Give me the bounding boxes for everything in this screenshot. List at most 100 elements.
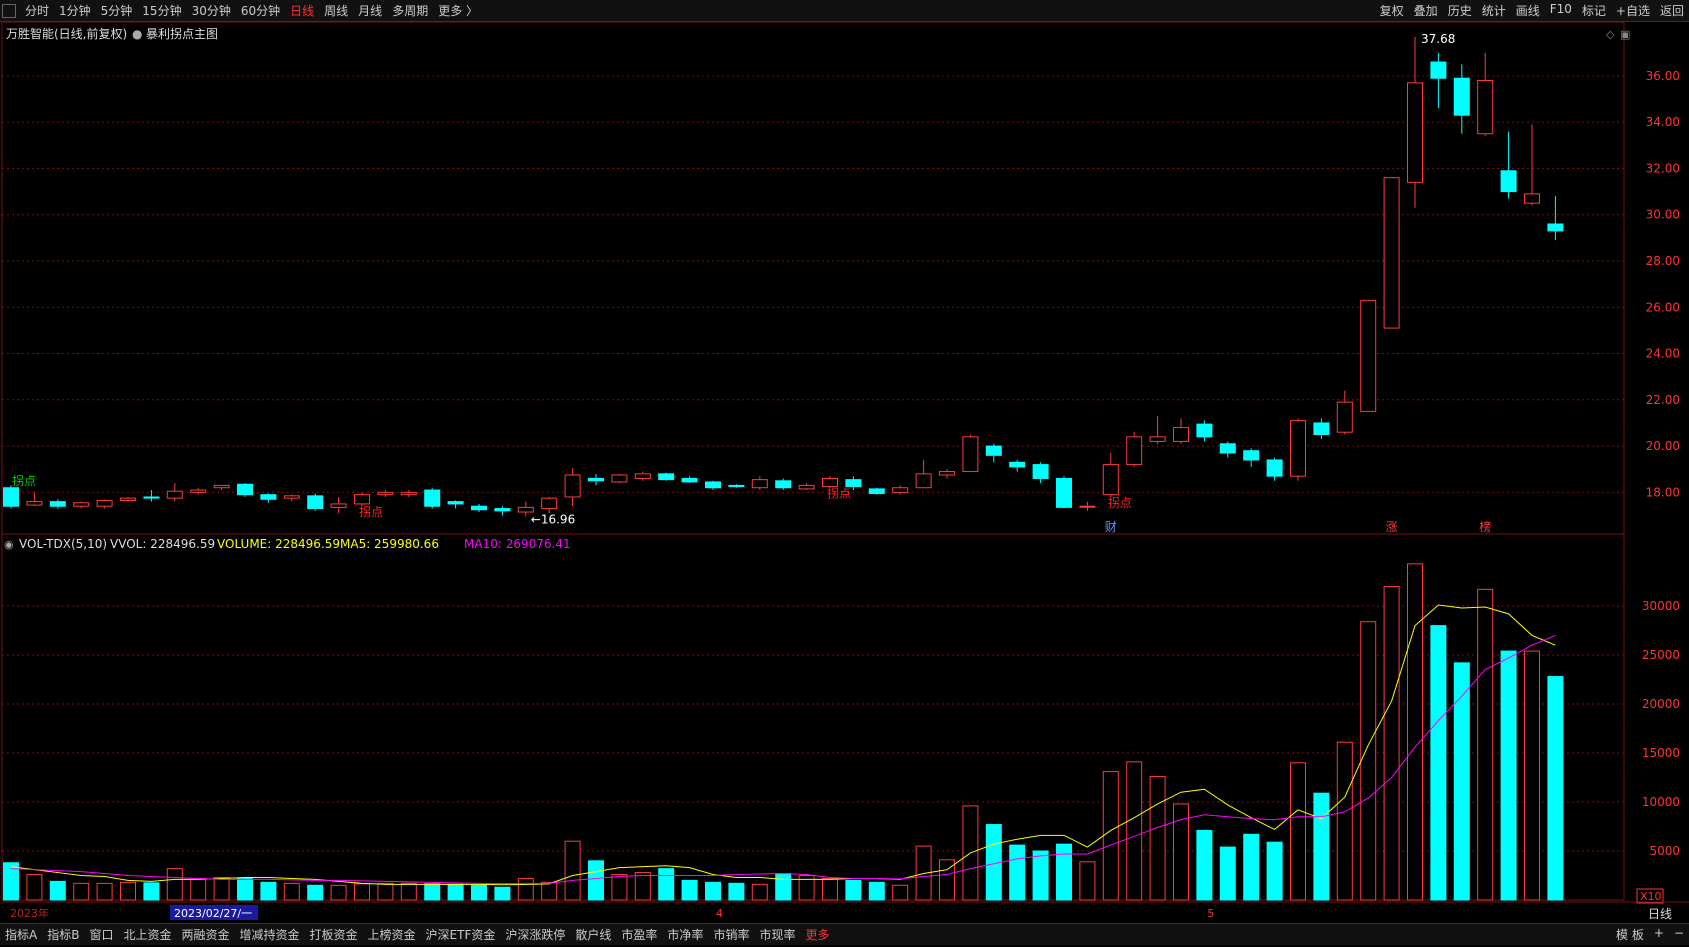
indicator-tab-4[interactable]: 两融资金: [181, 928, 230, 942]
volume-bar: [1149, 776, 1166, 901]
template-button-0[interactable]: 模 板: [1616, 928, 1644, 942]
volume-bar: [166, 868, 183, 901]
tool-button-0[interactable]: 复权: [1379, 4, 1404, 18]
volume-bar: [658, 868, 675, 901]
period-tab-1[interactable]: 1分钟: [59, 4, 91, 18]
indicator-tab-3[interactable]: 北上资金: [123, 928, 172, 942]
volume-bar: [494, 886, 511, 901]
template-button-1[interactable]: +: [1653, 926, 1664, 940]
candle-body: [237, 483, 253, 496]
indicator-tab-2[interactable]: 窗口: [89, 928, 114, 942]
candle-body: [775, 480, 792, 489]
high-price-label: 37.68: [1421, 32, 1455, 46]
volume-bar: [1266, 841, 1283, 901]
volume-bar: [1079, 861, 1096, 901]
candle-body: [1173, 427, 1189, 442]
volume-bar: [1430, 625, 1447, 901]
tool-button-4[interactable]: 画线: [1515, 4, 1540, 18]
candle-body: [1360, 299, 1377, 412]
candle-body: [190, 489, 207, 493]
tool-button-2[interactable]: 历史: [1447, 4, 1472, 18]
volume-bar: [751, 883, 768, 901]
volume-bar: [1500, 650, 1517, 901]
period-tab-5[interactable]: 60分钟: [240, 4, 281, 18]
candle-body: [377, 491, 394, 496]
volume-bar: [588, 860, 604, 901]
indicator-tab-15[interactable]: 更多: [805, 928, 830, 942]
period-tab-9[interactable]: 多周期: [392, 4, 429, 18]
candle-body: [962, 436, 979, 473]
volume-bar: [845, 879, 862, 901]
candle-body: [1453, 77, 1470, 116]
candle-body: [1430, 61, 1447, 79]
period-tab-2[interactable]: 5分钟: [100, 4, 133, 18]
indicator-tab-1[interactable]: 指标B: [47, 928, 80, 942]
tool-button-7[interactable]: +自选: [1615, 4, 1650, 18]
period-tab-6[interactable]: 日线: [290, 4, 315, 18]
volume-bar: [400, 882, 417, 901]
period-tab-3[interactable]: 15分钟: [142, 4, 182, 18]
volume-bar: [1360, 621, 1377, 901]
volume-bar: [73, 882, 90, 901]
period-tab-10[interactable]: 更多 〉: [438, 4, 479, 18]
candle-body: [1009, 461, 1026, 468]
indicator-tab-5[interactable]: 增减持资金: [239, 928, 300, 942]
indicator-tab-11[interactable]: 市盈率: [621, 928, 658, 942]
price-tick-label: 24.00: [1646, 347, 1680, 361]
volume-bar: [868, 881, 885, 901]
volume-bar: [354, 883, 370, 901]
toolbar-grip-icon[interactable]: [2, 3, 16, 18]
volume-bar: [1009, 844, 1026, 901]
indicator-tab-0[interactable]: 指标A: [5, 928, 38, 942]
unit-box: [1636, 888, 1664, 904]
candle-body: [330, 503, 347, 508]
indicator-tab-12[interactable]: 市净率: [667, 928, 704, 942]
volume-bar: [1290, 762, 1306, 901]
tool-button-6[interactable]: 标记: [1581, 4, 1606, 18]
template-button-2[interactable]: −: [1673, 926, 1684, 940]
candle-body: [260, 494, 277, 500]
indicator-tab-14[interactable]: 市现率: [759, 928, 796, 942]
candle-body: [1313, 422, 1330, 436]
candle-body: [634, 473, 651, 479]
candle-body: [915, 473, 932, 489]
indicator-tab-6[interactable]: 打板资金: [309, 928, 358, 942]
candle-body: [588, 477, 604, 482]
candle-body: [307, 495, 324, 510]
candle-body: [1383, 177, 1400, 329]
volume-bar: [1313, 792, 1330, 901]
indicator-tab-13[interactable]: 市销率: [713, 928, 750, 942]
diamond-icon: ◇: [1606, 28, 1615, 41]
volume-bar: [1126, 761, 1143, 901]
candle-body: [400, 491, 417, 496]
period-tab-0[interactable]: 分时: [25, 4, 50, 18]
price-tick-label: 22.00: [1646, 393, 1680, 407]
top-toolbar: 分时 1分钟 5分钟 15分钟 30分钟 60分钟 日线 周线 月线 多周期 更多 〉 复权 叠加 历史…: [0, 0, 1689, 22]
tool-button-8[interactable]: 返回: [1659, 4, 1684, 18]
volume-bar: [1056, 843, 1072, 901]
collapse-icon: ◉: [4, 538, 14, 551]
volume-legend: VOLUME: 228496.59: [217, 537, 340, 551]
stock-chart[interactable]: 18.00 20.00 22.00 24.00 26.00 28.00 30.00 32.00…: [0, 22, 1689, 923]
period-tab-7[interactable]: 周线: [324, 4, 349, 18]
candle-body: [1524, 193, 1540, 204]
period-tab-8[interactable]: 月线: [358, 4, 383, 18]
volume-bar: [1453, 662, 1470, 901]
candle-body: [1149, 436, 1166, 442]
overlay-icon: ●: [132, 27, 142, 41]
tool-button-1[interactable]: 叠加: [1413, 4, 1438, 18]
overlay-name: 暴利拐点主图: [146, 26, 218, 41]
price-tick-label: 30.00: [1646, 208, 1680, 222]
indicator-tab-7[interactable]: 上榜资金: [367, 928, 416, 942]
indicator-tab-8[interactable]: 沪深ETF资金: [425, 928, 496, 942]
tool-button-3[interactable]: 统计: [1481, 4, 1506, 18]
volume-bar: [1032, 850, 1049, 901]
candle-body: [49, 501, 66, 507]
tool-button-5[interactable]: F10: [1549, 2, 1572, 16]
candle-body: [96, 499, 113, 507]
volume-bar: [892, 884, 909, 901]
indicator-tab-9[interactable]: 沪深涨跌停: [505, 928, 566, 942]
indicator-tab-10[interactable]: 散户线: [575, 928, 612, 942]
period-tab-4[interactable]: 30分钟: [191, 4, 231, 18]
